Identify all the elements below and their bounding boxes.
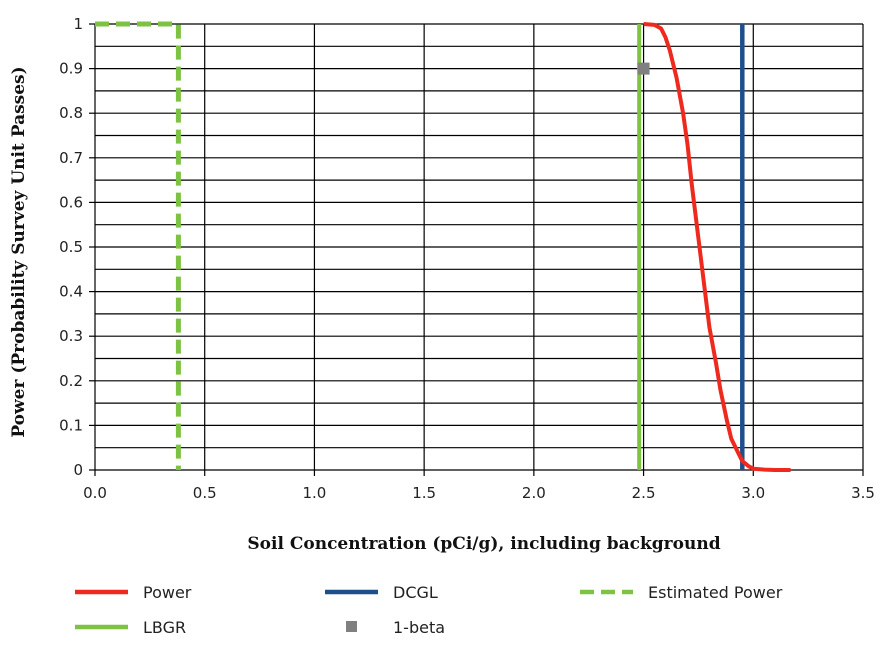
legend-label-dcgl: DCGL xyxy=(393,583,438,602)
y-tick-label: 0.1 xyxy=(59,416,83,434)
x-tick-label: 0.0 xyxy=(83,484,107,502)
legend-label-estimated-power: Estimated Power xyxy=(648,583,783,602)
y-tick-label: 1 xyxy=(73,15,83,33)
y-tick-label: 0.7 xyxy=(59,149,83,167)
legend-label-lbgr: LBGR xyxy=(143,618,186,637)
grid xyxy=(89,23,864,476)
series-power xyxy=(643,22,791,472)
series-layer xyxy=(95,21,791,472)
point-1-beta xyxy=(637,62,650,75)
legend: Power DCGL Estimated Power LBGR 1-beta xyxy=(75,583,783,637)
y-tick-label: 0.9 xyxy=(59,60,83,78)
y-tick-label: 0.2 xyxy=(59,372,83,390)
legend-label-1-beta: 1-beta xyxy=(393,618,445,637)
y-tick-label: 0 xyxy=(73,461,83,479)
tick-labels: 0.0 0.5 1.0 1.5 2.0 2.5 3.0 3.5 0 0.1 0.2 0.3 0.4 0.5… xyxy=(59,15,875,502)
y-tick-label: 0.4 xyxy=(59,283,83,301)
x-tick-label: 2.0 xyxy=(522,484,546,502)
y-tick-label: 0.5 xyxy=(59,238,83,256)
legend-label-power: Power xyxy=(143,583,192,602)
legend-swatch-1-beta xyxy=(346,621,357,632)
series-estimated-power xyxy=(95,21,181,470)
y-tick-label: 0.6 xyxy=(59,193,83,211)
y-tick-label: 0.8 xyxy=(59,104,83,122)
x-tick-label: 3.5 xyxy=(851,484,875,502)
x-tick-label: 0.5 xyxy=(193,484,217,502)
x-tick-label: 1.5 xyxy=(412,484,436,502)
y-tick-label: 0.3 xyxy=(59,327,83,345)
x-axis-label: Soil Concentration (pCi/g), including ba… xyxy=(247,534,720,554)
x-tick-label: 1.0 xyxy=(302,484,326,502)
x-tick-label: 2.5 xyxy=(632,484,656,502)
x-tick-label: 3.0 xyxy=(741,484,765,502)
y-axis-label: Power (Probability Survey Unit Passes) xyxy=(9,66,29,437)
